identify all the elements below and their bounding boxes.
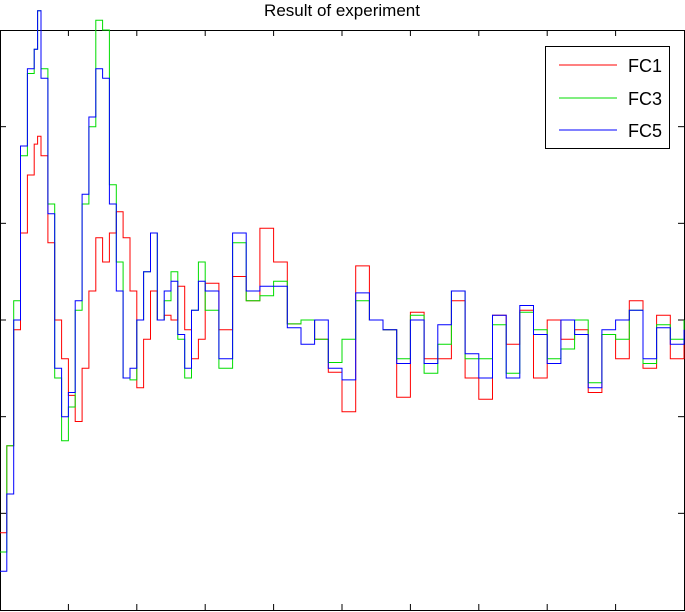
legend-label-fc5: FC5 [628, 121, 662, 141]
series-layer [0, 10, 685, 572]
legend-label-fc3: FC3 [628, 89, 662, 109]
axis-ticks [0, 30, 684, 610]
legend-label-fc1: FC1 [628, 56, 662, 76]
chart-title: Result of experiment [264, 1, 420, 20]
legend: FC1 FC3 FC5 [545, 46, 670, 149]
series-line-fc5 [0, 10, 685, 572]
